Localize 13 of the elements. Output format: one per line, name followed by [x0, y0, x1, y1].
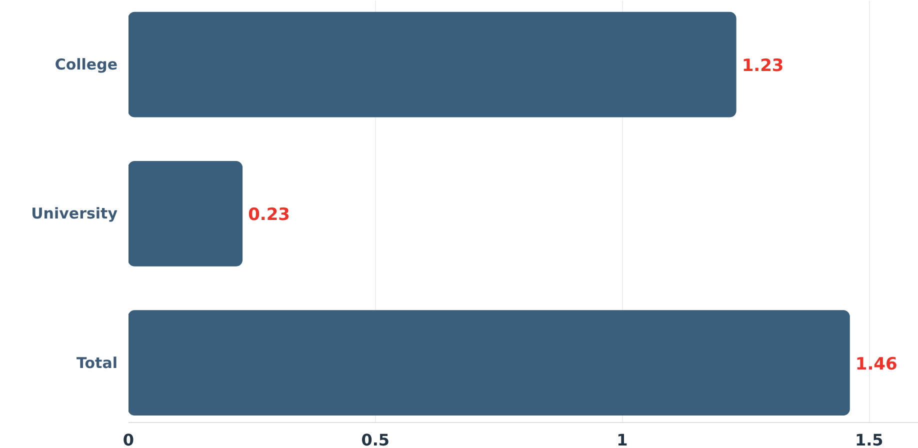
x-tick-label: 0: [122, 430, 134, 448]
bar: [128, 12, 736, 118]
y-tick-label: College: [54, 56, 118, 74]
data-label: 0.23: [248, 205, 290, 226]
y-tick-label: Total: [76, 354, 118, 372]
y-tick-label: University: [31, 204, 118, 223]
bar: [128, 161, 243, 266]
x-tick-label: 1: [616, 430, 628, 448]
x-tick-label: 1.5: [854, 430, 884, 448]
data-label: 1.46: [855, 354, 898, 374]
x-tick-label: 0.5: [361, 430, 390, 448]
data-label: 1.23: [742, 56, 784, 76]
bar: [128, 310, 850, 416]
